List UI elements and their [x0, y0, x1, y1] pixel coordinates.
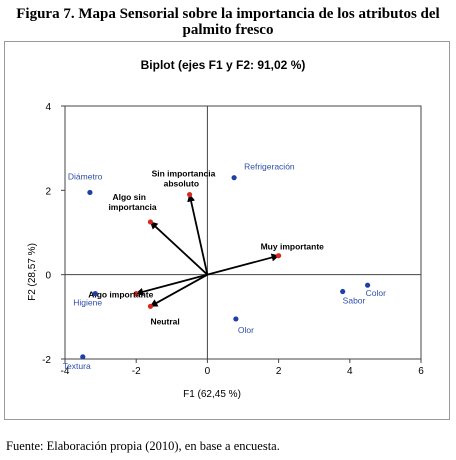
figure-source: Fuente: Elaboración propia (2010), en ba…	[6, 439, 280, 453]
x-tick-label: 6	[418, 366, 424, 377]
biplot-chart: Biplot (ejes F1 y F2: 91,02 %) -4 -2 0 2 4 6 -…	[27, 58, 424, 400]
variable-point	[133, 291, 139, 297]
variable-label: Sin importancia	[152, 169, 216, 179]
observation-point	[340, 288, 346, 295]
variable-point	[187, 191, 193, 198]
y-tick-label: 2	[45, 186, 51, 197]
observation-label: Higiene	[73, 298, 102, 308]
x-axis-title: F1 (62,45 %)	[183, 389, 241, 400]
plot-area-border	[64, 105, 422, 360]
observation-point	[87, 189, 93, 196]
y-tick-label: 4	[45, 102, 51, 113]
observation-point	[365, 282, 371, 288]
chart-frame: Biplot (ejes F1 y F2: 91,02 %) -4 -2 0 2 4 6 -…	[4, 41, 450, 420]
variable-vector	[149, 273, 208, 308]
x-tick-label: 0	[205, 366, 211, 377]
observation-point	[233, 316, 239, 322]
observation-point	[92, 291, 98, 297]
variable-vector	[207, 253, 280, 276]
variable-vector	[187, 193, 209, 275]
y-tick-label: -2	[42, 355, 51, 366]
observation-label: Textura	[63, 361, 91, 371]
x-tick-label: 4	[347, 366, 353, 377]
figure-title: Figura 7. Mapa Sensorial sobre la import…	[0, 6, 456, 38]
observation-label: Sabor	[343, 296, 366, 306]
x-tick-label: -4	[61, 366, 70, 377]
variable-point	[147, 219, 154, 225]
observation-point	[231, 175, 237, 181]
x-tick-label: -2	[132, 366, 141, 377]
chart-title: Biplot (ejes F1 y F2: 91,02 %)	[141, 58, 306, 72]
observation-label: Olor	[238, 325, 254, 335]
variable-label: Neutral	[150, 316, 179, 326]
variable-label-line2: importancia	[108, 202, 156, 212]
variable-label-line2: absoluto	[164, 179, 199, 189]
variable-vector	[135, 273, 208, 296]
observation-label: Diámetro	[68, 171, 103, 181]
variable-label: Muy importante	[261, 242, 325, 252]
variable-point	[147, 303, 154, 309]
y-axis-title: F2 (28,57 %)	[27, 243, 38, 301]
observation-point	[80, 354, 86, 360]
variable-point	[276, 253, 282, 259]
figure-title-line1: Figura 7. Mapa Sensorial sobre la import…	[16, 6, 440, 22]
y-tick-label: 0	[45, 271, 51, 282]
variable-vector	[149, 221, 209, 276]
observation-label: Color	[366, 288, 386, 298]
observation-label: Refrigeración	[244, 162, 295, 172]
variable-label: Algo importante	[88, 290, 153, 300]
x-tick-label: 2	[276, 366, 282, 377]
figure-title-line2: palmito fresco	[182, 22, 274, 38]
variable-label: Algo sin	[112, 192, 146, 202]
